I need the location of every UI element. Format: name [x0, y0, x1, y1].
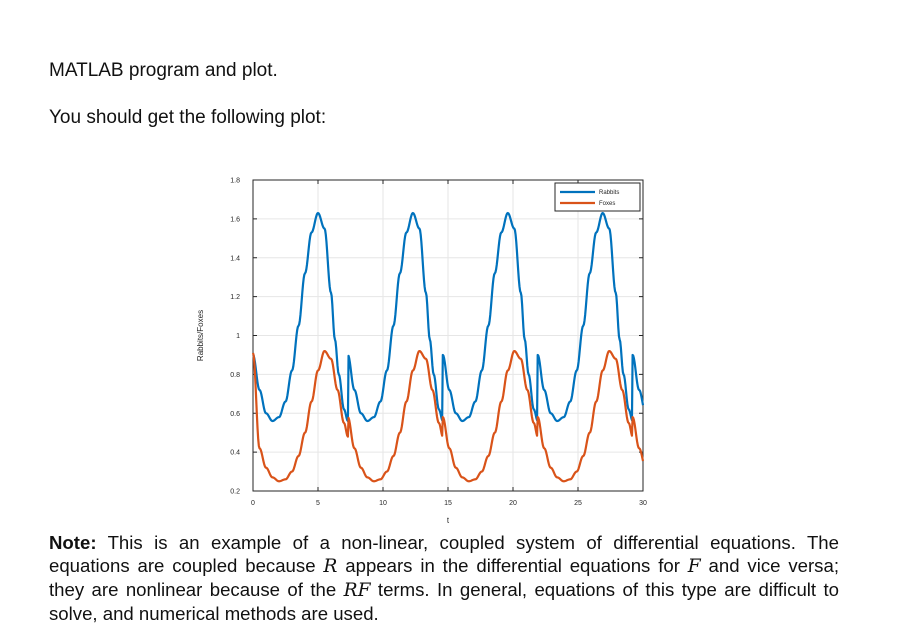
x-tick-label: 20 — [509, 500, 517, 507]
y-tick-label: 1.8 — [230, 178, 240, 185]
intro-text: You should get the following plot: — [49, 107, 327, 128]
x-tick-label: 25 — [574, 500, 582, 507]
y-tick-label: 1.4 — [230, 255, 240, 262]
note-text-3: and vice versa; they are nonlinear becau… — [49, 555, 839, 600]
y-tick-label: 1.6 — [230, 216, 240, 223]
note-text-2: appears in the differential equations fo… — [337, 555, 688, 576]
heading-text: MATLAB program and plot. — [49, 60, 278, 81]
variable-f: F — [687, 556, 701, 577]
line-chart: 0 5 10 15 20 25 30 0.2 0.4 0.6 0.8 1 1.2 1.4 1.6 1.8 t Ra… — [196, 178, 647, 526]
variable-rf: RF — [343, 580, 371, 601]
x-axis-label: t — [447, 516, 450, 525]
variable-r: R — [323, 556, 338, 577]
y-tick-label: 0.2 — [230, 489, 240, 496]
x-tick-label: 15 — [444, 500, 452, 507]
y-tick-label: 0.4 — [230, 450, 240, 457]
y-axis-label: Rabbits/Foxes — [196, 310, 205, 361]
x-tick-label: 30 — [639, 500, 647, 507]
legend-box — [554, 182, 641, 212]
y-tick-label: 0.6 — [230, 411, 240, 418]
series-line-foxes — [251, 349, 645, 483]
note-text-1: This is an example of a non-linear, coup… — [49, 532, 839, 576]
x-tick-label: 5 — [316, 500, 320, 507]
legend-label-foxes: Foxes — [599, 201, 615, 207]
series-line-rabbits — [252, 211, 645, 423]
note-text-4: terms. In general, equations of this typ… — [49, 579, 840, 624]
y-tick-label: 1.2 — [230, 294, 240, 301]
note-label: Note: — [49, 532, 97, 553]
x-tick-label: 10 — [379, 500, 387, 507]
plot-figure: 0 5 10 15 20 25 30 0.2 0.4 0.6 0.8 1 1.2 1.4 1.6 1.8 t Ra… — [195, 165, 665, 526]
note-paragraph: Note: This is an example of a non-linear… — [49, 531, 839, 625]
x-tick-label: 0 — [251, 500, 255, 507]
legend-label-rabbits: Rabbits — [599, 190, 619, 196]
y-tick-label: 1 — [236, 333, 240, 340]
y-tick-label: 0.8 — [230, 372, 240, 379]
